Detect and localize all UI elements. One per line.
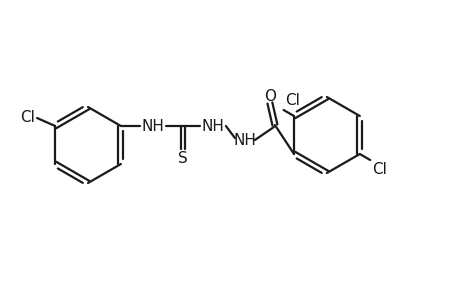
Text: NH: NH bbox=[201, 118, 224, 134]
Text: Cl: Cl bbox=[371, 162, 386, 177]
Text: Cl: Cl bbox=[285, 93, 300, 108]
Text: NH: NH bbox=[141, 118, 164, 134]
Text: O: O bbox=[263, 88, 275, 104]
Text: NH: NH bbox=[233, 133, 256, 148]
Text: Cl: Cl bbox=[20, 110, 35, 124]
Text: S: S bbox=[178, 151, 187, 166]
